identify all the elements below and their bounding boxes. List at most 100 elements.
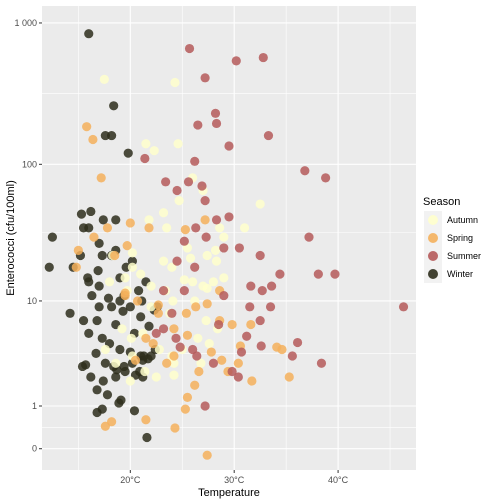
y-tick-label: 100 [22, 159, 37, 169]
data-point-winter [109, 101, 119, 111]
data-point-autumn [154, 344, 164, 355]
data-point-winter [86, 372, 96, 382]
data-point-summer [234, 243, 244, 253]
data-point-summer [158, 324, 169, 334]
data-point-autumn [146, 302, 156, 312]
data-point-autumn [219, 232, 229, 242]
legend: Season Autumn Spring Summer Winter [423, 196, 481, 283]
data-point-winter [84, 328, 94, 338]
y-tick-label: 0 [32, 444, 37, 454]
data-point-spring [284, 372, 294, 382]
data-point-summer [258, 52, 268, 63]
data-point-winter [116, 395, 126, 405]
data-point-winter [78, 223, 89, 233]
data-point-summer [304, 232, 314, 242]
data-point-summer [193, 120, 203, 130]
data-point-winter [136, 312, 146, 322]
legend-title: Season [423, 196, 460, 208]
data-point-spring [110, 250, 120, 261]
data-point-spring [170, 423, 180, 433]
y-axis-ticks: 0 1 10 100 1 000 [14, 18, 42, 454]
data-point-summer [184, 43, 195, 54]
data-point-autumn [125, 376, 135, 386]
data-point-winter [92, 385, 102, 395]
data-point-summer [292, 337, 303, 348]
data-point-summer [256, 341, 266, 351]
data-point-autumn [185, 253, 196, 263]
data-point-summer [192, 351, 202, 361]
data-point-winter [102, 390, 113, 400]
data-point-autumn [149, 146, 159, 156]
data-point-winter [83, 273, 93, 283]
data-point-spring [89, 232, 99, 242]
data-point-spring [182, 392, 193, 402]
data-point-winter [129, 406, 140, 416]
data-point-autumn [168, 296, 178, 306]
data-point-summer [398, 302, 409, 312]
data-point-autumn [100, 344, 110, 355]
data-point-autumn [140, 366, 150, 377]
legend-label-summer: Summer [447, 251, 481, 261]
data-point-winter [97, 404, 107, 414]
data-points [44, 29, 409, 460]
data-point-spring [206, 347, 216, 357]
data-point-spring [88, 134, 98, 145]
data-point-winter [84, 29, 94, 39]
data-point-spring [182, 330, 193, 340]
data-point-summer [171, 333, 181, 343]
data-point-summer [161, 177, 171, 187]
data-point-summer [224, 212, 234, 222]
legend-label-winter: Winter [447, 269, 473, 279]
data-point-autumn [162, 223, 172, 233]
data-point-winter [142, 432, 152, 443]
data-point-spring [180, 225, 190, 235]
data-point-spring [247, 376, 257, 386]
data-point-summer [255, 250, 265, 261]
data-point-summer [231, 56, 241, 66]
data-point-summer [167, 308, 177, 318]
data-point-summer [210, 108, 221, 118]
data-point-summer [211, 215, 222, 225]
data-point-summer [214, 319, 224, 330]
data-point-summer [151, 328, 161, 338]
data-point-autumn [158, 208, 169, 218]
data-point-summer [190, 156, 200, 166]
data-point-winter [111, 372, 121, 382]
data-point-winter [97, 333, 107, 343]
data-point-autumn [188, 277, 198, 287]
data-point-summer [300, 166, 310, 176]
x-tick-label: 30°C [224, 475, 245, 485]
legend-swatch-summer [428, 251, 438, 261]
data-point-spring [73, 245, 83, 255]
data-point-summer [175, 342, 185, 352]
data-point-autumn [179, 275, 189, 285]
data-point-autumn [104, 277, 115, 287]
data-point-summer [316, 358, 327, 368]
data-point-summer [190, 262, 200, 272]
data-point-spring [125, 218, 135, 228]
data-point-winter [115, 344, 125, 355]
data-point-winter [118, 306, 128, 316]
data-point-spring [191, 302, 201, 312]
data-point-autumn [193, 333, 203, 343]
data-point-spring [132, 296, 143, 306]
y-axis-title: Enterococci (cfu/100ml) [5, 180, 17, 296]
data-point-winter [139, 351, 149, 361]
legend-swatch-winter [428, 269, 438, 279]
data-point-summer [233, 372, 243, 382]
data-point-summer [208, 358, 219, 368]
data-point-autumn [196, 358, 206, 368]
data-point-summer [330, 269, 340, 279]
data-point-winter [119, 361, 129, 372]
data-point-winter [94, 302, 104, 312]
data-point-spring [148, 339, 158, 349]
legend-label-autumn: Autumn [447, 215, 478, 225]
data-point-autumn [215, 223, 225, 233]
data-point-autumn [201, 315, 211, 326]
data-point-winter [76, 209, 87, 219]
data-point-winter [107, 302, 117, 312]
data-point-spring [190, 380, 200, 390]
data-point-autumn [219, 273, 229, 283]
data-point-summer [179, 286, 189, 296]
